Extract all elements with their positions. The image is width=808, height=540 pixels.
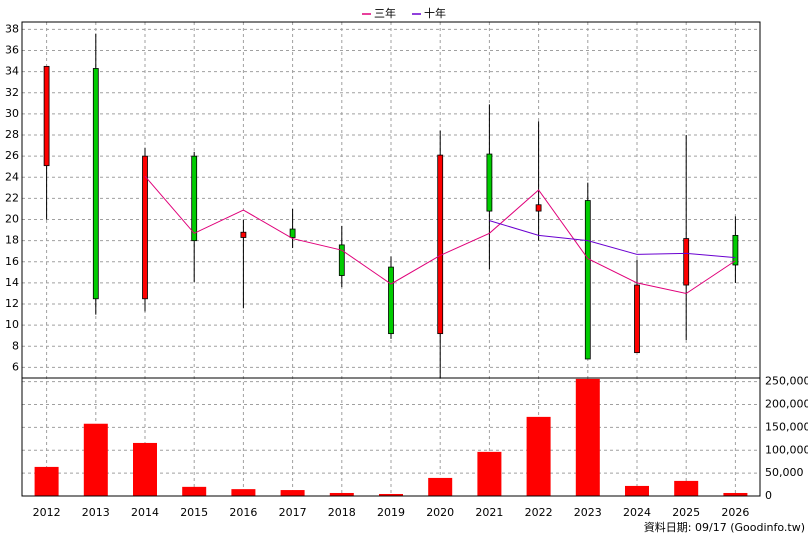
y-tick-label: 28 bbox=[5, 128, 19, 141]
volume-bar bbox=[182, 486, 207, 496]
x-tick-label: 2019 bbox=[377, 506, 405, 519]
candle-body bbox=[584, 200, 591, 360]
legend-label: 十年 bbox=[424, 6, 446, 20]
volume-bar bbox=[329, 492, 354, 496]
footer: 資料日期: 09/17 (Goodinfo.tw) bbox=[644, 520, 805, 534]
ma-line bbox=[144, 175, 736, 295]
candle-body bbox=[92, 68, 99, 300]
x-tick-label: 2013 bbox=[82, 506, 110, 519]
y2-tick-label: 100,000 bbox=[765, 443, 808, 456]
x-tick-label: 2017 bbox=[279, 506, 307, 519]
y-tick-label: 18 bbox=[5, 234, 19, 247]
x-tick-label: 2020 bbox=[426, 506, 454, 519]
volume-bar bbox=[428, 477, 453, 496]
volume-bar bbox=[723, 492, 748, 496]
volume-bar bbox=[526, 416, 551, 496]
y-tick-label: 6 bbox=[12, 360, 19, 373]
plot-frame bbox=[21, 377, 761, 497]
x-tick-label: 2018 bbox=[328, 506, 356, 519]
candle-body bbox=[683, 238, 690, 286]
volume-bar bbox=[280, 490, 305, 496]
y-tick-label: 16 bbox=[5, 255, 19, 268]
volume-bar bbox=[379, 493, 403, 496]
candle-body bbox=[43, 65, 50, 167]
volume-bar bbox=[231, 489, 256, 496]
candle-body bbox=[388, 266, 394, 335]
y-tick-label: 24 bbox=[5, 170, 19, 183]
y2-tick-label: 150,000 bbox=[765, 420, 808, 433]
volume-bar bbox=[477, 451, 502, 496]
x-tick-label: 2015 bbox=[180, 506, 208, 519]
y-tick-label: 30 bbox=[5, 107, 19, 120]
x-tick-label: 2022 bbox=[525, 506, 553, 519]
x-tick-label: 2024 bbox=[623, 506, 651, 519]
y-tick-label: 12 bbox=[5, 297, 19, 310]
volume-bar bbox=[34, 466, 59, 496]
volume-bar bbox=[575, 378, 600, 496]
y-tick-label: 10 bbox=[5, 318, 19, 331]
y-tick-label: 8 bbox=[12, 339, 19, 352]
y-tick-label: 38 bbox=[5, 22, 19, 35]
y-tick-label: 14 bbox=[5, 276, 19, 289]
y-tick-label: 36 bbox=[5, 44, 19, 57]
ma-line bbox=[489, 220, 736, 259]
y-tick-label: 22 bbox=[5, 191, 19, 204]
y2-tick-label: 200,000 bbox=[765, 398, 808, 411]
volume-bar bbox=[133, 442, 157, 496]
x-tick-label: 2016 bbox=[229, 506, 257, 519]
legend-label: 三年 bbox=[374, 6, 396, 20]
y-tick-label: 26 bbox=[5, 149, 19, 162]
volume-bar bbox=[625, 485, 649, 496]
candle-body bbox=[437, 154, 444, 335]
candle-body bbox=[142, 155, 148, 300]
volume-bar bbox=[674, 480, 699, 496]
y-tick-label: 32 bbox=[5, 86, 19, 99]
candle-body bbox=[486, 153, 493, 212]
candle-body bbox=[634, 284, 640, 354]
y-tick-label: 20 bbox=[5, 213, 19, 226]
x-tick-label: 2023 bbox=[574, 506, 602, 519]
x-tick-label: 2014 bbox=[131, 506, 159, 519]
y2-tick-label: 250,000 bbox=[765, 375, 808, 388]
x-tick-label: 2012 bbox=[33, 506, 61, 519]
candle-body bbox=[191, 155, 198, 242]
x-tick-label: 2025 bbox=[672, 506, 700, 519]
y-tick-label: 34 bbox=[5, 65, 19, 78]
x-tick-label: 2026 bbox=[721, 506, 749, 519]
candle-body bbox=[732, 234, 739, 266]
candle-body bbox=[289, 228, 296, 238]
candle-body bbox=[338, 244, 345, 276]
volume-bar bbox=[83, 423, 108, 496]
y2-tick-label: 0 bbox=[765, 489, 772, 502]
candle-body bbox=[240, 231, 247, 238]
y2-tick-label: 50,000 bbox=[765, 466, 804, 479]
candle-body bbox=[535, 204, 542, 212]
x-tick-label: 2021 bbox=[475, 506, 503, 519]
